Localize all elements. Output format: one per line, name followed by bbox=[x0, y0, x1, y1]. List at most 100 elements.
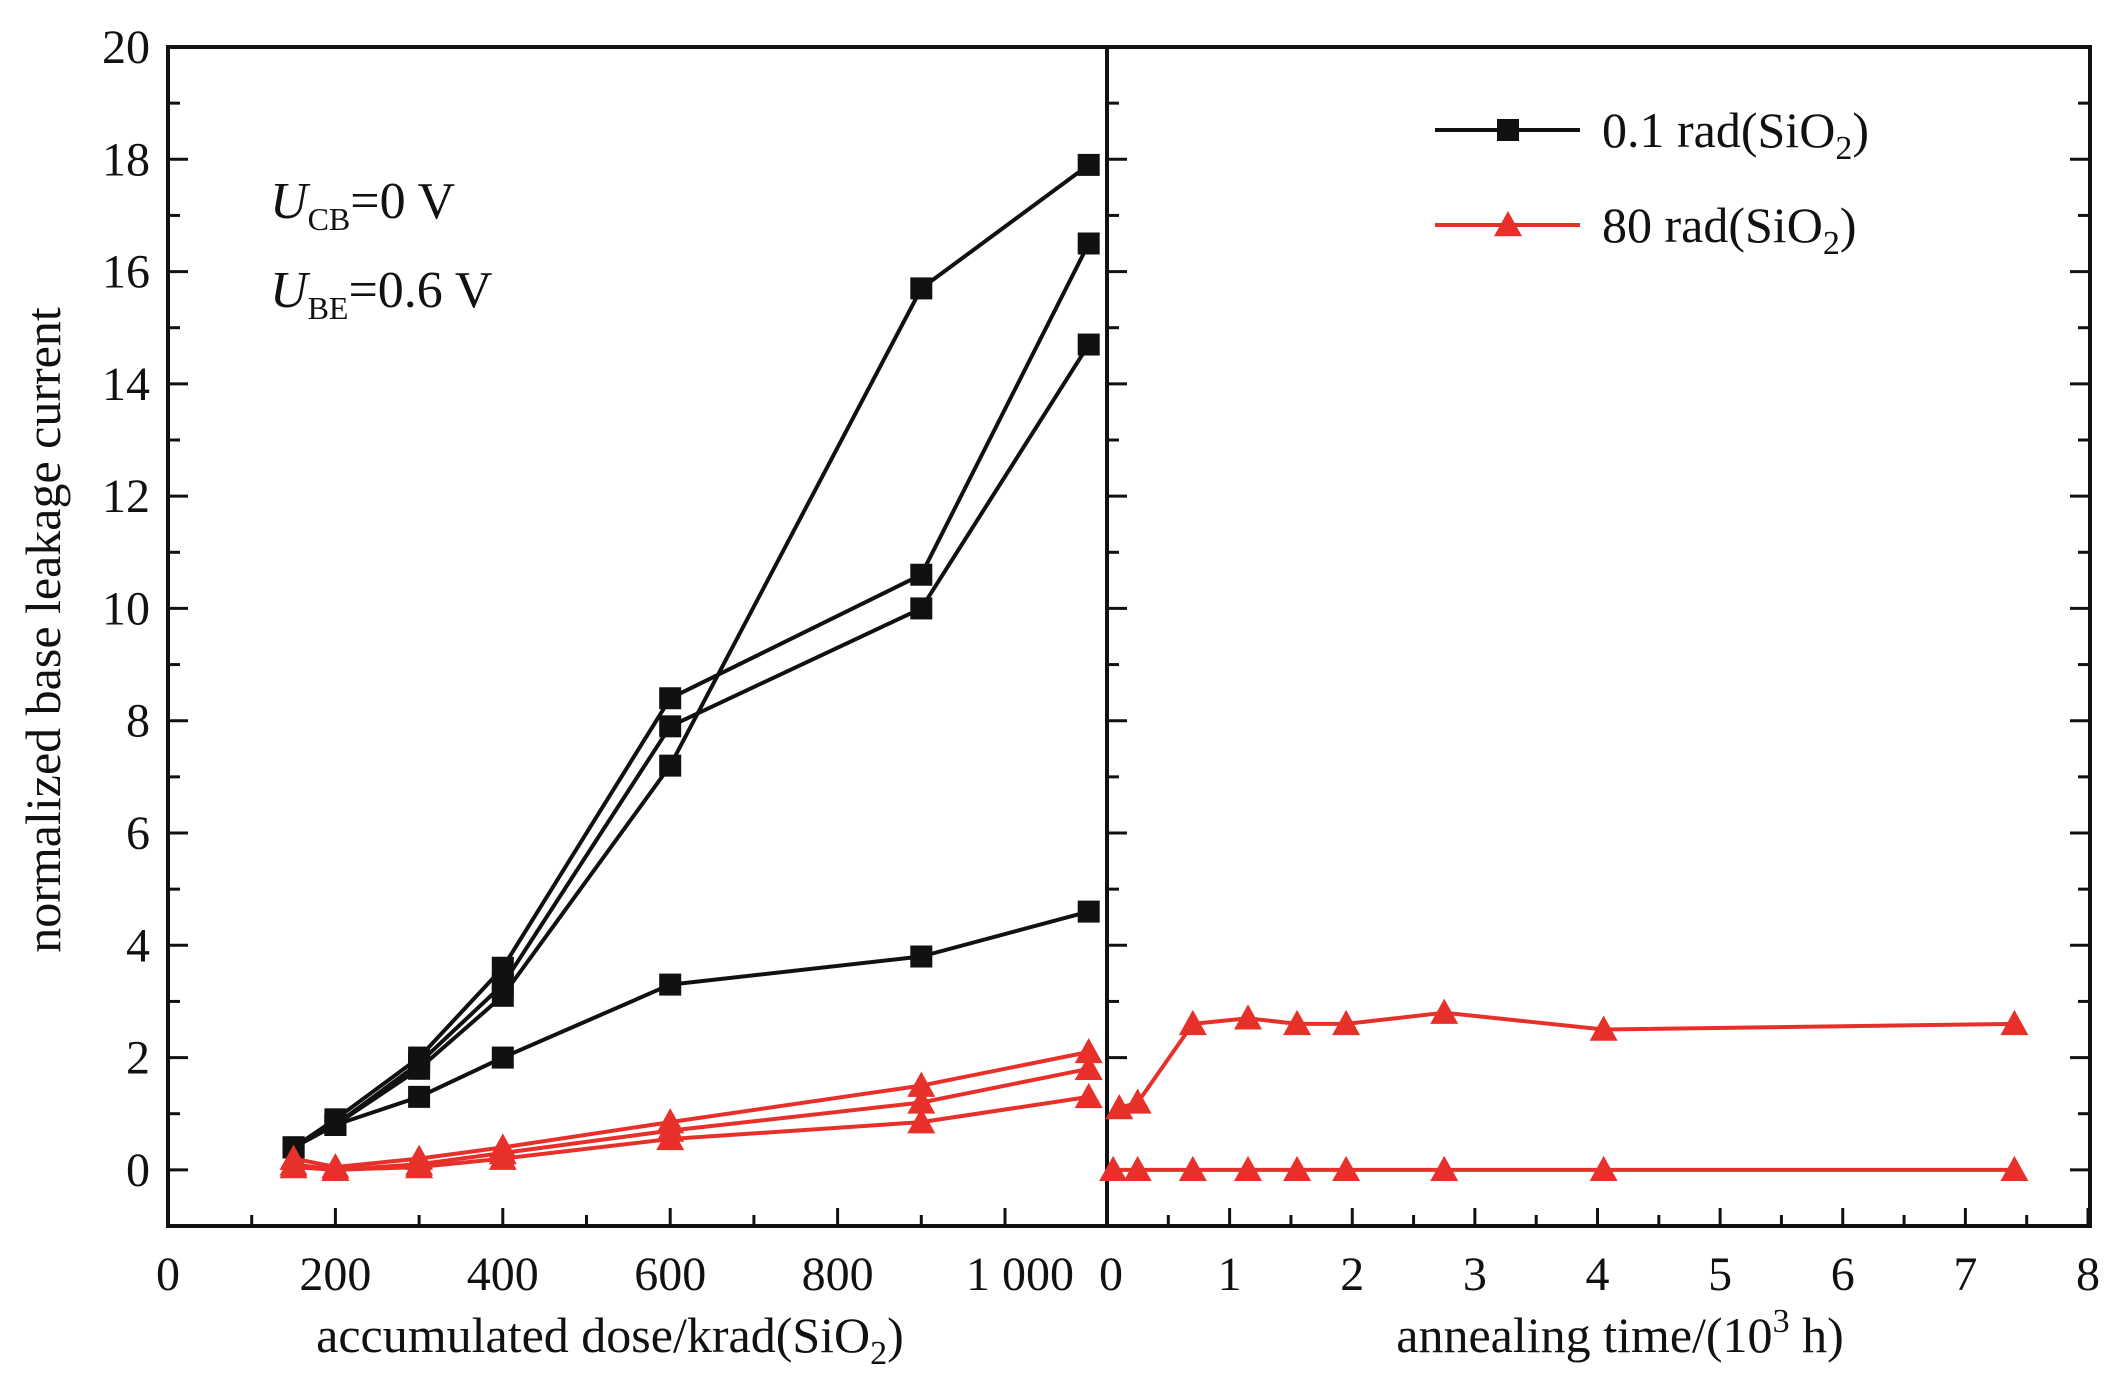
legend-entry-black: 0.1 rad(SiO2) bbox=[1435, 102, 1869, 167]
data-point-triangle bbox=[2000, 1155, 2029, 1182]
x-axis-title-annealing-tail: h) bbox=[1790, 1307, 1844, 1363]
data-point-triangle bbox=[321, 1155, 350, 1182]
x-tick-label: 1 bbox=[1218, 1248, 1242, 1301]
data-point-triangle bbox=[1589, 1155, 1618, 1182]
data-point-square bbox=[408, 1085, 431, 1108]
x-tick-label: 1 000 bbox=[966, 1248, 1074, 1301]
legend-marker-square bbox=[1497, 119, 1519, 141]
data-point-square bbox=[324, 1113, 347, 1136]
x-tick-label: 0 bbox=[1099, 1248, 1123, 1301]
legend-label-black-main: 0.1 rad(SiO bbox=[1602, 102, 1835, 158]
series-annealing-red-1 bbox=[1099, 1155, 2029, 1182]
data-point-square bbox=[910, 277, 933, 300]
data-point-triangle bbox=[1123, 1155, 1152, 1182]
data-point-triangle bbox=[1123, 1088, 1152, 1114]
x-tick-label: 8 bbox=[2076, 1248, 2100, 1301]
data-point-triangle bbox=[1430, 998, 1459, 1024]
x-axis-title-annealing-main: annealing time/(10 bbox=[1396, 1307, 1772, 1363]
data-point-square bbox=[659, 973, 682, 996]
y-tick-label: 2 bbox=[126, 1032, 150, 1085]
x-tick-label: 0 bbox=[156, 1248, 180, 1301]
y-tick-label: 8 bbox=[126, 695, 150, 748]
data-point-square bbox=[491, 984, 514, 1007]
x-tick-label: 2 bbox=[1340, 1248, 1364, 1301]
data-point-square bbox=[1077, 153, 1100, 176]
x-tick-label: 200 bbox=[299, 1248, 371, 1301]
y-tick-label: 4 bbox=[126, 919, 150, 972]
x-tick-label: 4 bbox=[1586, 1248, 1610, 1301]
plot-frame-annealing bbox=[1105, 45, 2092, 1228]
data-point-triangle bbox=[1074, 1054, 1103, 1080]
data-point-triangle bbox=[488, 1144, 517, 1170]
legend-marker-triangle bbox=[1494, 211, 1522, 237]
legend-label-red-tail: ) bbox=[1840, 197, 1857, 253]
series-line bbox=[292, 343, 1091, 1150]
y-tick-label: 12 bbox=[102, 470, 150, 523]
data-point-square bbox=[910, 945, 933, 968]
x-axis-title-dose-tail: ) bbox=[887, 1307, 904, 1363]
annotation-ube-symbol: U bbox=[270, 262, 311, 319]
legend-marker-square bbox=[1497, 119, 1519, 141]
data-point-triangle bbox=[1589, 1015, 1618, 1041]
data-point-square bbox=[1077, 232, 1100, 255]
annotation-ube-rest: =0.6 V bbox=[348, 262, 492, 319]
x-axis-title-dose-main: accumulated dose/krad(SiO bbox=[316, 1307, 870, 1363]
data-point-triangle bbox=[1332, 1009, 1361, 1036]
annotation-ube-sub: BE bbox=[308, 290, 349, 326]
data-point-triangle bbox=[1234, 1004, 1263, 1030]
data-point-triangle bbox=[907, 1071, 936, 1097]
y-axis-title: normalized base leakage current bbox=[15, 307, 71, 953]
y-tick-label: 6 bbox=[126, 807, 150, 860]
x-tick-label: 3 bbox=[1463, 1248, 1487, 1301]
x-tick-label: 5 bbox=[1708, 1248, 1732, 1301]
annotation-ucb-sub: CB bbox=[308, 201, 351, 237]
legend-label-red-sub: 2 bbox=[1823, 225, 1840, 262]
data-point-triangle bbox=[405, 1153, 434, 1179]
y-tick-label: 0 bbox=[126, 1144, 150, 1197]
x-tick-label: 6 bbox=[1831, 1248, 1855, 1301]
y-tick-label: 10 bbox=[102, 582, 150, 635]
y-tick-label: 16 bbox=[102, 246, 150, 299]
x-tick-label: 400 bbox=[467, 1248, 539, 1301]
legend-label-red-main: 80 rad(SiO bbox=[1602, 197, 1823, 253]
data-point-triangle bbox=[2000, 1009, 2029, 1036]
data-point-triangle bbox=[656, 1124, 685, 1151]
x-axis-title-annealing: annealing time/(103 h) bbox=[1396, 1303, 1843, 1363]
series-layer bbox=[279, 153, 2029, 1182]
data-point-triangle bbox=[1283, 1155, 1312, 1182]
y-tick-label: 18 bbox=[102, 133, 150, 186]
legend-label-red: 80 rad(SiO2) bbox=[1602, 197, 1856, 262]
data-point-square bbox=[659, 754, 682, 777]
series-irradiation-black-0 bbox=[282, 232, 1100, 1159]
series-line bbox=[292, 909, 1090, 1150]
legend: 0.1 rad(SiO2) 80 rad(SiO2) bbox=[1435, 102, 1869, 262]
series-irradiation-black-3 bbox=[282, 900, 1100, 1159]
data-point-triangle bbox=[1074, 1082, 1103, 1109]
series-irradiation-red-6 bbox=[279, 1082, 1103, 1182]
data-point-triangle bbox=[1178, 1009, 1207, 1036]
x-axis-title-dose: accumulated dose/krad(SiO2) bbox=[316, 1307, 904, 1372]
legend-label-black: 0.1 rad(SiO2) bbox=[1602, 102, 1869, 167]
data-point-triangle bbox=[1234, 1155, 1263, 1182]
x-axis-title-annealing-sup: 3 bbox=[1773, 1303, 1790, 1340]
data-point-square bbox=[408, 1057, 431, 1080]
data-point-square bbox=[491, 1046, 514, 1069]
data-point-triangle bbox=[1074, 1037, 1103, 1064]
data-point-square bbox=[910, 597, 933, 620]
annotation-ube: UBE=0.6 V bbox=[270, 262, 492, 326]
data-point-triangle bbox=[907, 1088, 936, 1114]
data-point-square bbox=[1077, 333, 1100, 356]
x-tick-label: 7 bbox=[1953, 1248, 1977, 1301]
axis-ticks bbox=[166, 45, 2090, 1228]
series-irradiation-red-4 bbox=[279, 1037, 1103, 1179]
legend-label-black-tail: ) bbox=[1852, 102, 1869, 158]
y-tick-label: 14 bbox=[102, 358, 150, 411]
data-point-square bbox=[1077, 900, 1100, 923]
x-tick-label: 600 bbox=[634, 1248, 706, 1301]
data-point-triangle bbox=[1430, 1155, 1459, 1182]
x-tick-label: 800 bbox=[802, 1248, 874, 1301]
annotation-ucb-rest: =0 V bbox=[350, 173, 455, 230]
data-point-square bbox=[659, 687, 682, 710]
y-tick-label: 20 bbox=[102, 21, 150, 74]
legend-entry-red: 80 rad(SiO2) bbox=[1435, 197, 1856, 262]
